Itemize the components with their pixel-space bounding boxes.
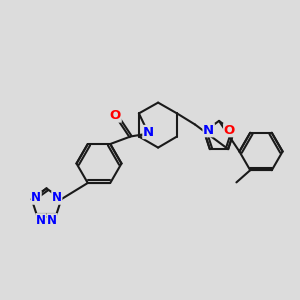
Text: N: N bbox=[47, 214, 57, 227]
Text: N: N bbox=[52, 191, 62, 204]
Text: N: N bbox=[203, 124, 214, 137]
Text: O: O bbox=[224, 124, 235, 137]
Text: N: N bbox=[36, 214, 46, 227]
Text: N: N bbox=[31, 191, 41, 204]
Text: O: O bbox=[110, 109, 121, 122]
Text: N: N bbox=[143, 125, 154, 139]
